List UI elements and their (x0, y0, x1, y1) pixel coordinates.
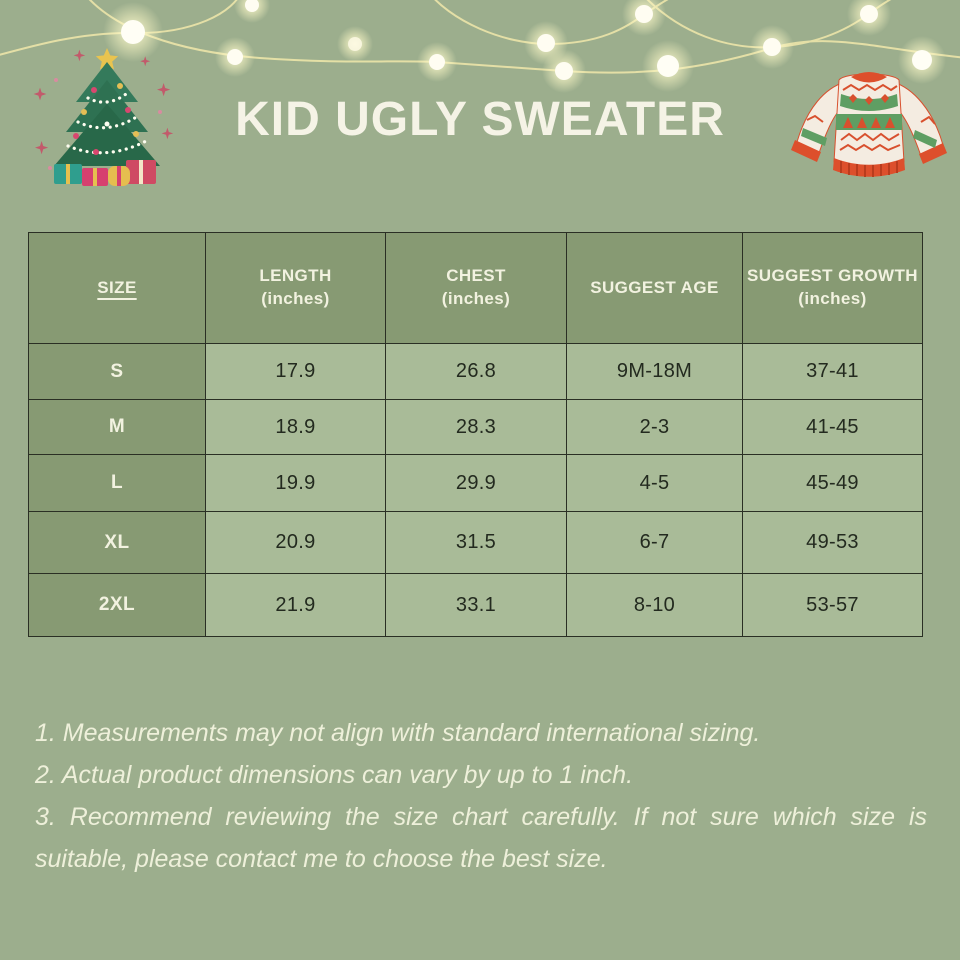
header-label: LENGTH (259, 266, 332, 286)
chest-cell: 33.1 (385, 573, 567, 637)
size-chart-table: SIZE LENGTH (inches) CHEST (inches) SUGG… (28, 232, 923, 637)
chest-cell: 28.3 (385, 399, 567, 455)
table-row-2xl: 2XL 21.9 33.1 8-10 53-57 (28, 573, 923, 637)
age-cell: 8-10 (566, 573, 743, 637)
table-row-l: L 19.9 29.9 4-5 45-49 (28, 454, 923, 512)
length-cell: 20.9 (205, 511, 386, 574)
header-cell-chest: CHEST (inches) (385, 232, 567, 344)
chest-cell: 31.5 (385, 511, 567, 574)
christmas-tree-icon (33, 48, 174, 186)
growth-cell: 49-53 (742, 511, 923, 574)
header-label: SUGGEST AGE (590, 277, 719, 297)
table-row-xl: XL 20.9 31.5 6-7 49-53 (28, 511, 923, 574)
note-1: 1. Measurements may not align with stand… (35, 719, 761, 747)
header-cell-suggest-age: SUGGEST AGE (566, 232, 743, 344)
size-cell: S (28, 343, 206, 400)
length-cell: 21.9 (205, 573, 386, 637)
header-cell-suggest-growth: SUGGEST GROWTH (inches) (742, 232, 923, 344)
size-cell: 2XL (28, 573, 206, 637)
length-cell: 17.9 (205, 343, 386, 400)
table-row-m: M 18.9 28.3 2-3 41-45 (28, 399, 923, 455)
ugly-sweater-icon (791, 72, 947, 177)
growth-cell: 41-45 (742, 399, 923, 455)
note-2: 2. Actual product dimensions can vary by… (35, 761, 634, 789)
age-cell: 4-5 (566, 454, 743, 512)
header-label: SUGGEST GROWTH (747, 266, 918, 286)
sizing-notes: 1. Measurements may not align with stand… (35, 712, 927, 880)
size-cell: XL (28, 511, 206, 574)
age-cell: 9M-18M (566, 343, 743, 400)
growth-cell: 45-49 (742, 454, 923, 512)
growth-cell: 53-57 (742, 573, 923, 637)
age-cell: 2-3 (566, 399, 743, 455)
note-3: 3. Recommend reviewing the size chart ca… (35, 803, 927, 873)
length-cell: 19.9 (205, 454, 386, 512)
age-cell: 6-7 (566, 511, 743, 574)
size-cell: M (28, 399, 206, 455)
chest-cell: 26.8 (385, 343, 567, 400)
chest-cell: 29.9 (385, 454, 567, 512)
table-row-s: S 17.9 26.8 9M-18M 37-41 (28, 343, 923, 400)
table-header-row: SIZE LENGTH (inches) CHEST (inches) SUGG… (28, 232, 923, 344)
page-title: KID UGLY SWEATER (235, 93, 725, 146)
growth-cell: 37-41 (742, 343, 923, 400)
length-cell: 18.9 (205, 399, 386, 455)
header-cell-length: LENGTH (inches) (205, 232, 386, 344)
size-cell: L (28, 454, 206, 512)
header-cell-size: SIZE (28, 232, 206, 344)
header-label: SIZE (97, 277, 137, 297)
header-label: CHEST (446, 266, 506, 286)
